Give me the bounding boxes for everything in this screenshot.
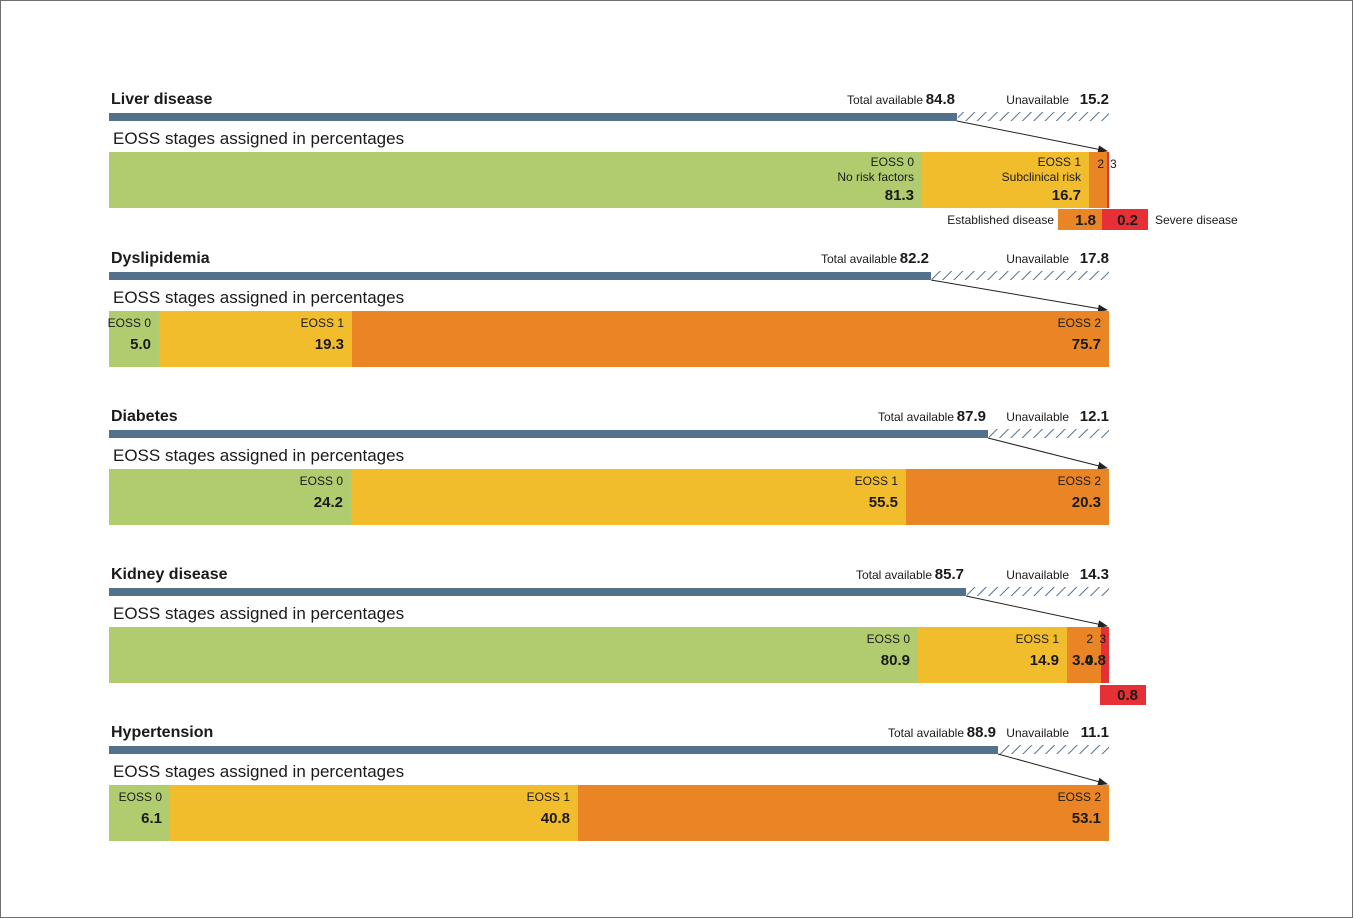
unavailable-value: 11.1 bbox=[1081, 724, 1109, 741]
unavailable-hatch bbox=[932, 271, 1109, 280]
panel-dyslipidemia: Dyslipidemia Total available 82.2 Unavailab… bbox=[108, 250, 1109, 367]
unavailable-value: 12.1 bbox=[1080, 408, 1109, 425]
stage-bar-2 bbox=[352, 311, 1109, 367]
stage-description: Subclinical risk bbox=[1002, 170, 1082, 184]
stage-value: 6.1 bbox=[141, 810, 162, 827]
total-available-label: Total available bbox=[856, 568, 932, 582]
stage-value: 24.2 bbox=[314, 494, 343, 511]
callout-description: Established disease bbox=[947, 213, 1054, 227]
connector-arrow bbox=[957, 121, 1107, 151]
stage-label: EOSS 1 bbox=[855, 474, 899, 488]
panel-subtitle: EOSS stages assigned in percentages bbox=[113, 129, 404, 148]
connector-arrow bbox=[931, 280, 1107, 310]
total-available-label: Total available bbox=[878, 410, 954, 424]
available-bar bbox=[109, 113, 957, 121]
connector-arrow bbox=[998, 754, 1107, 784]
stage-value: 5.0 bbox=[130, 336, 151, 353]
stage-value: 40.8 bbox=[541, 810, 570, 827]
total-available-value: 84.8 bbox=[926, 91, 955, 108]
available-bar bbox=[109, 746, 998, 754]
panel-diabetes: Diabetes Total available 87.9 Unavailable 12… bbox=[109, 408, 1109, 525]
callout-value: 1.8 bbox=[1075, 212, 1096, 229]
stage-value: 53.1 bbox=[1072, 810, 1101, 827]
stage-label: EOSS 0 bbox=[867, 632, 911, 646]
stage-value: 19.3 bbox=[315, 336, 344, 353]
stage-label: 3 bbox=[1099, 632, 1106, 646]
unavailable-hatch bbox=[999, 745, 1109, 754]
stage-label: 3 bbox=[1110, 157, 1117, 171]
panel-subtitle: EOSS stages assigned in percentages bbox=[113, 762, 404, 781]
stage-bar-0 bbox=[109, 627, 918, 683]
stage-bar-1 bbox=[351, 469, 906, 525]
stage-label: EOSS 1 bbox=[1016, 632, 1060, 646]
stage-value: 75.7 bbox=[1072, 336, 1101, 353]
panel-title: Liver disease bbox=[111, 91, 213, 108]
stage-label: EOSS 2 bbox=[1058, 474, 1102, 488]
available-bar bbox=[109, 588, 966, 596]
stage-value: 16.7 bbox=[1052, 187, 1081, 204]
unavailable-hatch bbox=[967, 587, 1109, 596]
total-available-value: 87.9 bbox=[957, 408, 986, 425]
total-available-value: 82.2 bbox=[900, 250, 929, 267]
stage-description: No risk factors bbox=[837, 170, 914, 184]
available-bar bbox=[109, 272, 931, 280]
unavailable-value: 15.2 bbox=[1080, 91, 1109, 108]
stage-value: 80.9 bbox=[881, 652, 910, 669]
total-available-label: Total available bbox=[821, 252, 897, 266]
panel-title: Dyslipidemia bbox=[111, 250, 210, 267]
panel-title: Kidney disease bbox=[111, 566, 228, 583]
unavailable-label: Unavailable bbox=[1006, 568, 1069, 582]
connector-arrow bbox=[988, 438, 1107, 468]
stage-label: EOSS 2 bbox=[1058, 790, 1102, 804]
stage-label: EOSS 2 bbox=[1058, 316, 1102, 330]
available-bar bbox=[109, 430, 988, 438]
connector-arrow bbox=[966, 596, 1107, 626]
unavailable-value: 17.8 bbox=[1080, 250, 1109, 267]
unavailable-label: Unavailable bbox=[1006, 252, 1069, 266]
stage-value: 14.9 bbox=[1030, 652, 1059, 669]
stage-label: 2 bbox=[1086, 632, 1093, 646]
stage-label: EOSS 0 bbox=[871, 155, 915, 169]
panel-hypertension: Hypertension Total available 88.9 Unavailab… bbox=[109, 724, 1109, 841]
total-available-label: Total available bbox=[847, 93, 923, 107]
panel-kidney-disease: Kidney disease Total available 85.7 Unavail… bbox=[109, 566, 1146, 705]
unavailable-value: 14.3 bbox=[1080, 566, 1109, 583]
callout-value: 0.2 bbox=[1117, 212, 1138, 229]
stage-value: 55.5 bbox=[869, 494, 898, 511]
stage-bar-3 bbox=[1107, 152, 1109, 208]
unavailable-label: Unavailable bbox=[1006, 410, 1069, 424]
panel-subtitle: EOSS stages assigned in percentages bbox=[113, 288, 404, 307]
stage-bar-1 bbox=[170, 785, 578, 841]
panel-title: Diabetes bbox=[111, 408, 178, 425]
unavailable-hatch bbox=[958, 112, 1109, 121]
total-available-value: 88.9 bbox=[967, 724, 996, 741]
stage-label: EOSS 0 bbox=[108, 316, 152, 330]
stage-label: EOSS 1 bbox=[301, 316, 345, 330]
stage-bar-0 bbox=[109, 152, 922, 208]
panel-title: Hypertension bbox=[111, 724, 213, 741]
stage-label: 2 bbox=[1097, 157, 1104, 171]
callout-value: 0.8 bbox=[1117, 687, 1138, 704]
stage-label: EOSS 0 bbox=[119, 790, 163, 804]
stage-bar-2 bbox=[578, 785, 1109, 841]
stage-value: 81.3 bbox=[885, 187, 914, 204]
panel-liver-disease: Liver disease Total available 84.8 Unavaila… bbox=[109, 91, 1238, 230]
total-available-value: 85.7 bbox=[935, 566, 964, 583]
unavailable-label: Unavailable bbox=[1006, 726, 1069, 740]
stage-value: 0.8 bbox=[1085, 652, 1106, 669]
unavailable-label: Unavailable bbox=[1006, 93, 1069, 107]
stage-label: EOSS 1 bbox=[1038, 155, 1082, 169]
stage-label: EOSS 1 bbox=[527, 790, 571, 804]
panel-subtitle: EOSS stages assigned in percentages bbox=[113, 604, 404, 623]
total-available-label: Total available bbox=[888, 726, 964, 740]
stage-value: 20.3 bbox=[1072, 494, 1101, 511]
panel-subtitle: EOSS stages assigned in percentages bbox=[113, 446, 404, 465]
unavailable-hatch bbox=[989, 429, 1109, 438]
stage-label: EOSS 0 bbox=[300, 474, 344, 488]
callout-description: Severe disease bbox=[1155, 213, 1238, 227]
